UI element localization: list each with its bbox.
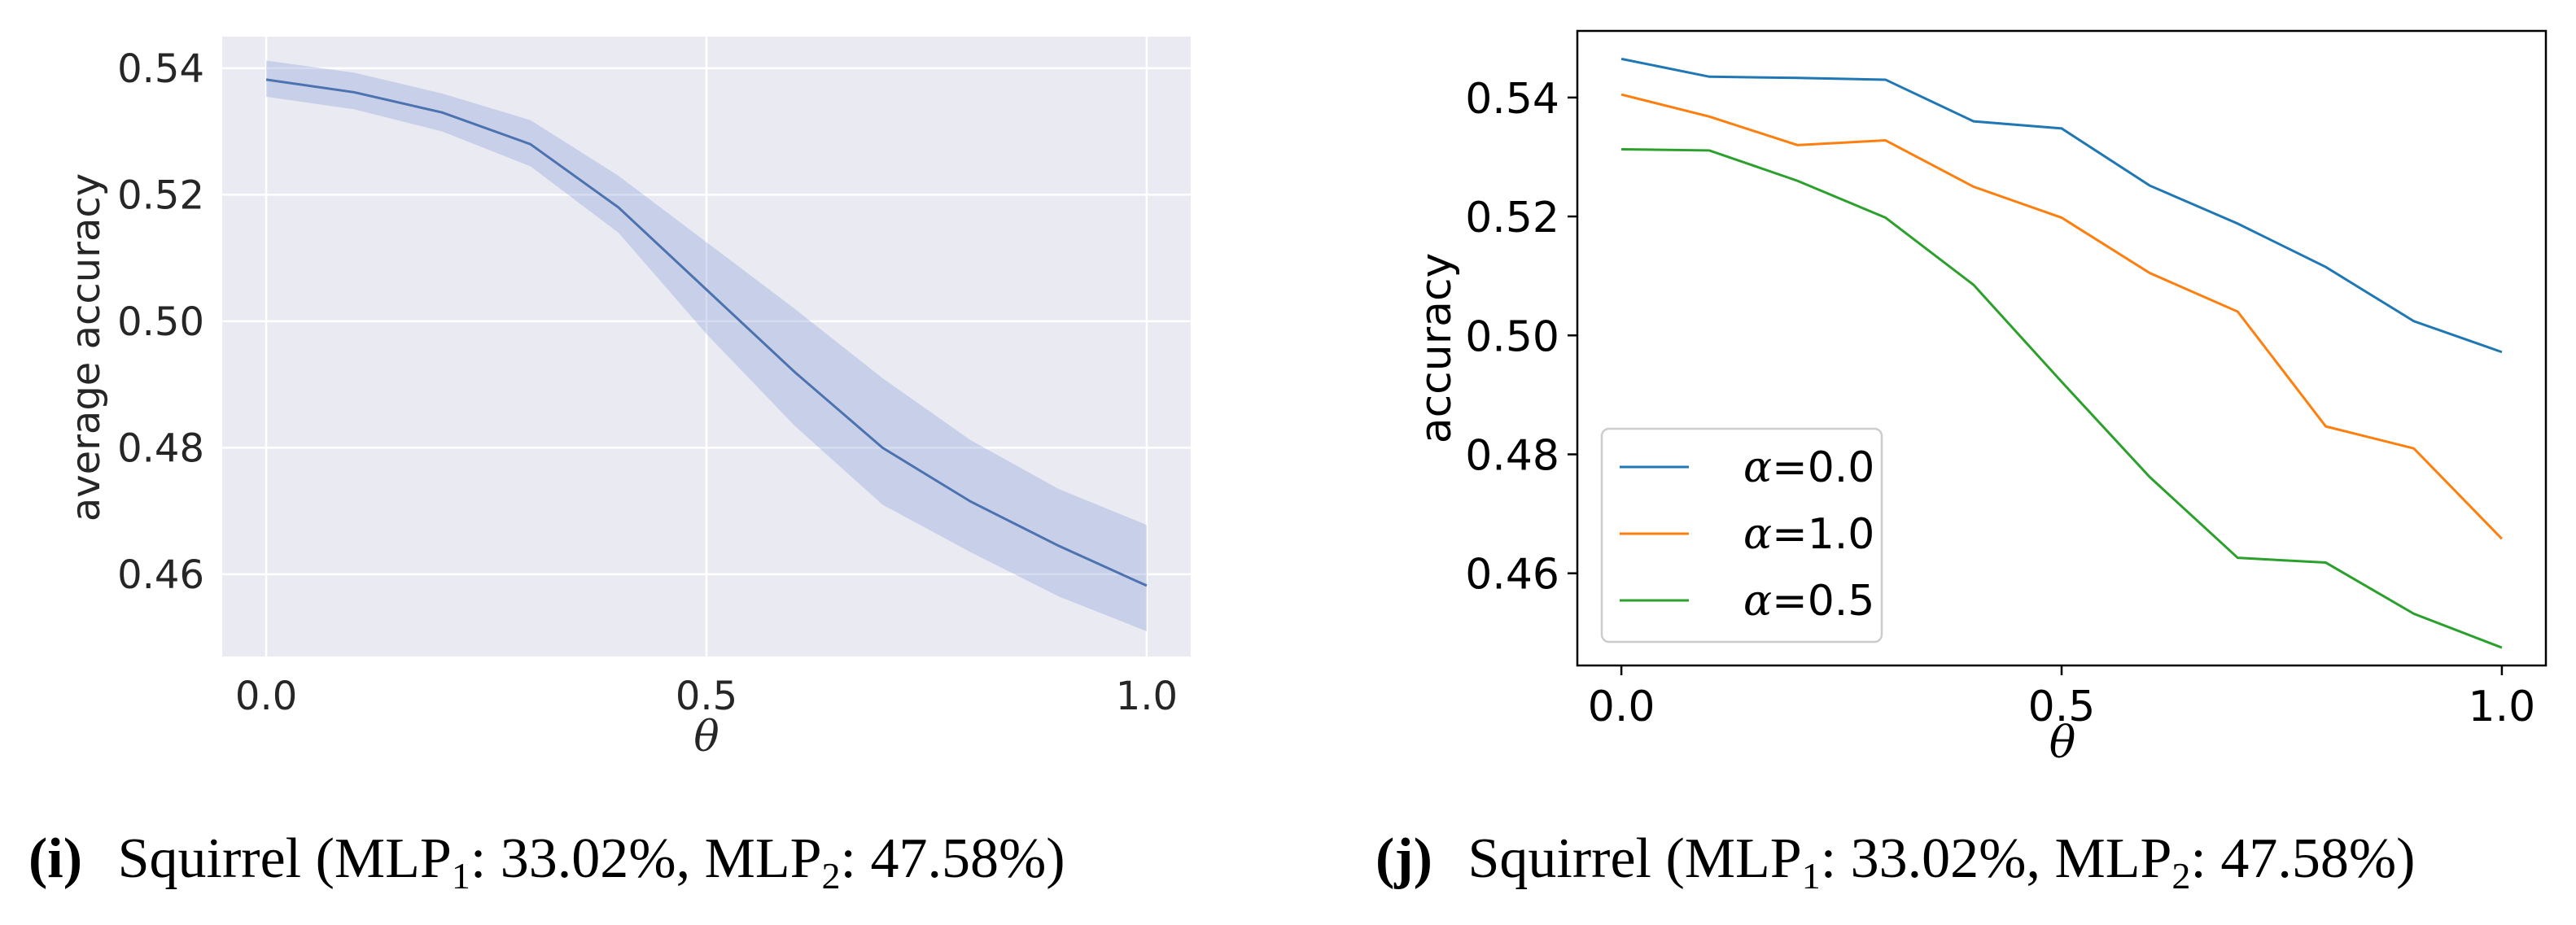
chart-i-y-tick-label: 0.54	[117, 46, 204, 92]
chart-i-x-tick-label: 1.0	[1116, 674, 1178, 719]
chart-j-y-axis-label: accuracy	[1412, 253, 1461, 444]
chart-j-y-tick-label: 0.48	[1465, 431, 1559, 480]
chart-j-y-tick-label: 0.46	[1465, 551, 1559, 600]
chart-j-caption-mid: : 33.02%, MLP	[1821, 827, 2172, 890]
chart-j-series-line-1	[1620, 93, 2503, 540]
chart-j-series-line-0	[1620, 57, 2503, 354]
chart-i-y-tick-label: 0.48	[117, 425, 204, 471]
chart-j-x-tick-label: 0.0	[1588, 683, 1655, 731]
chart-i-mean-line	[265, 78, 1148, 587]
chart-i-confidence-band	[266, 60, 1147, 631]
chart-j-caption-text: Squirrel (MLP	[1467, 827, 1801, 890]
chart-j-legend-label-2: α=0.5	[1743, 577, 1874, 626]
chart-i-y-ticks: 0.46 0.48 0.50 0.52 0.54	[117, 46, 204, 598]
chart-i-x-tick-label: 0.5	[676, 674, 737, 719]
chart-i-y-tick-label: 0.46	[117, 552, 204, 598]
chart-j-legend-label-1: α=1.0	[1743, 510, 1874, 559]
chart-i-y-tick-label: 0.50	[117, 299, 204, 345]
chart-i-caption-sub1: 1	[452, 855, 470, 897]
chart-j-y-ticks: 0.46 0.48 0.50 0.52 0.54	[1465, 75, 1577, 600]
chart-i-caption-label: (i)	[28, 827, 82, 890]
chart-j-x-axis-label: θ	[2049, 717, 2076, 768]
chart-j-legend-box	[1600, 427, 1883, 644]
chart-j-x-tick-label: 0.5	[2028, 683, 2096, 731]
chart-i-caption: (i) Squirrel (MLP1: 33.02%, MLP2: 47.58%…	[28, 827, 1065, 897]
chart-j-caption-sub1: 1	[1802, 855, 1821, 897]
chart-i-x-ticks: 0.0 0.5 1.0	[235, 674, 1178, 719]
chart-j-series-lines	[1620, 57, 2503, 649]
chart-j-caption-end: : 47.58%)	[2190, 827, 2415, 890]
chart-j-legend: α=0.0 α=1.0 α=0.5	[1600, 427, 1883, 644]
chart-j-caption-label: (j)	[1375, 827, 1432, 890]
chart-j-y-tick-label: 0.52	[1465, 194, 1559, 242]
chart-i-caption-text: Squirrel (MLP	[118, 827, 452, 890]
chart-j-caption-sub2: 2	[2171, 855, 2190, 897]
chart-i-y-axis-label: average accuracy	[63, 173, 109, 521]
chart-i-y-tick-label: 0.52	[117, 172, 204, 218]
chart-j-legend-items: α=0.0 α=1.0 α=0.5	[1620, 443, 1874, 626]
chart-i-caption-end: : 47.58%)	[841, 827, 1065, 890]
chart-i: 0.46 0.48 0.50 0.52 0.54 0.0 0.5 1.0 average a…	[28, 37, 1191, 897]
chart-j-legend-label-0: α=0.0	[1743, 443, 1874, 492]
chart-j: 0.46 0.48 0.50 0.52 0.54 0.0 0.5 1.0 α=0.0 α=1.…	[1375, 29, 2548, 897]
chart-j-x-tick-label: 1.0	[2469, 683, 2536, 731]
chart-i-x-tick-label: 0.0	[235, 674, 297, 719]
chart-j-y-tick-label: 0.54	[1465, 75, 1559, 124]
chart-j-y-tick-label: 0.50	[1465, 312, 1559, 361]
chart-i-x-axis-label: θ	[693, 713, 719, 761]
chart-i-caption-sub2: 2	[822, 855, 841, 897]
chart-i-gridlines	[222, 37, 1191, 657]
chart-j-x-ticks: 0.0 0.5 1.0	[1588, 665, 2536, 731]
chart-i-caption-mid: : 33.02%, MLP	[470, 827, 822, 890]
chart-j-series-line-2	[1621, 147, 2503, 649]
chart-j-caption: (j) Squirrel (MLP1: 33.02%, MLP2: 47.58%…	[1375, 827, 2415, 897]
